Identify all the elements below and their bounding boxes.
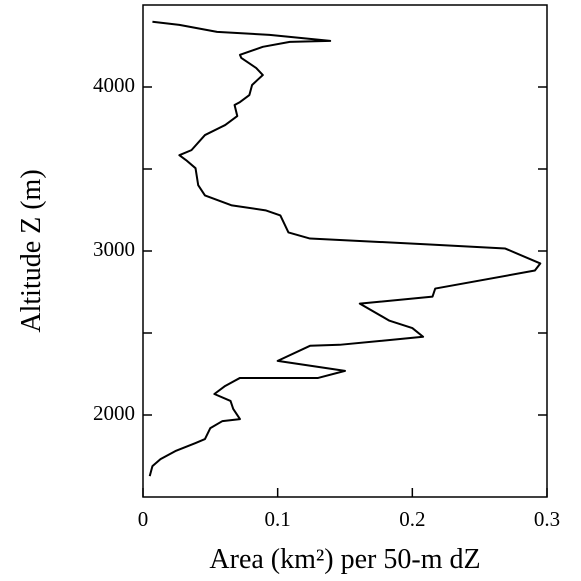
y-tick-label: 3000 [93, 237, 135, 261]
y-axis-label: Altitude Z (m) [16, 169, 47, 332]
x-axis-label: Area (km²) per 50-m dZ [209, 544, 480, 575]
x-tick-label: 0.2 [399, 507, 425, 531]
plot-frame [142, 4, 548, 498]
x-tick-label: 0.3 [534, 507, 560, 531]
x-tick-label: 0 [138, 507, 149, 531]
y-tick-label: 4000 [93, 73, 135, 97]
profile-line [148, 20, 542, 477]
x-tick-label: 0.1 [265, 507, 291, 531]
y-tick-label: 2000 [93, 401, 135, 425]
